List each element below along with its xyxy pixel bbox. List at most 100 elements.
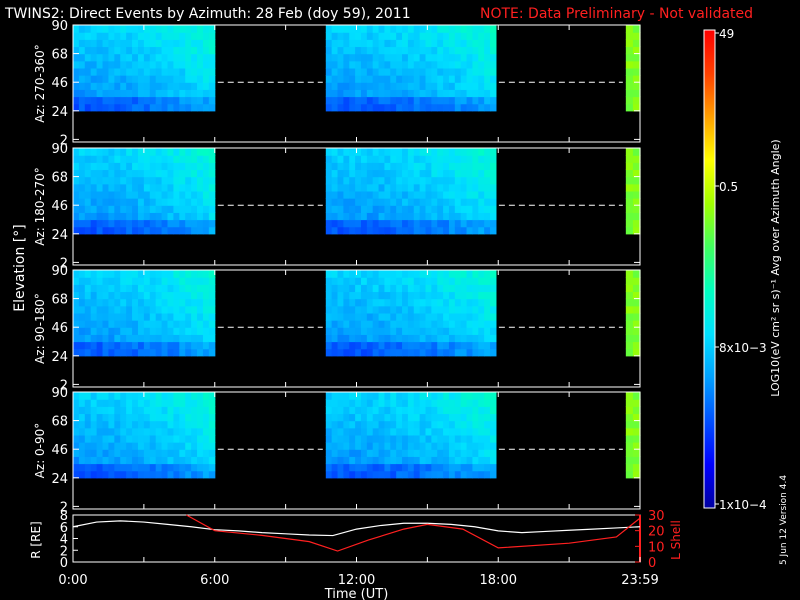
heatmap-cell xyxy=(114,25,121,33)
heatmap-cell xyxy=(331,226,339,235)
heatmap-cell xyxy=(108,183,115,192)
heatmap-cell xyxy=(402,198,409,206)
heatmap-cell xyxy=(396,103,403,112)
heatmap-cell xyxy=(155,334,163,343)
heatmap-cell xyxy=(460,463,468,472)
heatmap-cell xyxy=(484,212,491,221)
heatmap-cell xyxy=(419,148,427,156)
colorbar-tick-label: 8x10−3 xyxy=(719,341,767,355)
heatmap-cell xyxy=(331,442,339,450)
heatmap-cell xyxy=(437,205,444,213)
heatmap-cell xyxy=(173,75,180,83)
heatmap-cell xyxy=(478,399,485,407)
heatmap-cell xyxy=(384,169,391,178)
heatmap-cell xyxy=(108,298,115,307)
heatmap-cell xyxy=(413,103,421,112)
heatmap-cell xyxy=(407,392,415,400)
heatmap-cell xyxy=(366,298,374,307)
heatmap-cell xyxy=(325,334,333,343)
heatmap-cell xyxy=(337,155,344,163)
heatmap-cell xyxy=(431,162,438,171)
heatmap-cell xyxy=(413,291,421,300)
heatmap-cell xyxy=(155,46,163,55)
heatmap-cell xyxy=(90,427,98,436)
heatmap-cell xyxy=(197,176,204,185)
heatmap-cell xyxy=(96,226,104,235)
heatmap-cell xyxy=(384,183,391,192)
heatmap-cell xyxy=(120,312,127,321)
heatmap-cell xyxy=(202,305,210,314)
heatmap-cell xyxy=(331,470,339,479)
heatmap-cell xyxy=(390,413,397,422)
heatmap-cell xyxy=(102,413,110,422)
heatmap-cell xyxy=(478,348,485,357)
heatmap-cell xyxy=(132,449,139,457)
heatmap-cell xyxy=(448,155,456,163)
heatmap-cell xyxy=(490,176,497,185)
heatmap-cell xyxy=(632,183,641,192)
heatmap-cell xyxy=(366,334,374,343)
heatmap-cell xyxy=(625,25,634,33)
heatmap-cell xyxy=(96,176,104,185)
heatmap-cell xyxy=(425,190,432,199)
heatmap-cell xyxy=(114,82,121,90)
heatmap-cell xyxy=(208,392,216,400)
heatmap-cell xyxy=(120,169,127,178)
heatmap-cell xyxy=(179,148,186,156)
heatmap-cell xyxy=(490,39,497,48)
heatmap-cell xyxy=(90,46,98,55)
heatmap-cell xyxy=(484,46,491,55)
heatmap-cell xyxy=(137,169,145,178)
heatmap-cell xyxy=(120,406,127,415)
heatmap-cell xyxy=(155,148,163,156)
heatmap-cell xyxy=(425,60,432,69)
heatmap-cell xyxy=(466,162,474,171)
heatmap-cell xyxy=(384,305,391,314)
heatmap-cell xyxy=(484,219,491,228)
heatmap-cell xyxy=(366,406,374,415)
heatmap-cell xyxy=(126,298,133,307)
heatmap-cell xyxy=(390,205,397,213)
heatmap-cell xyxy=(202,60,210,69)
heatmap-cell xyxy=(331,399,339,407)
heatmap-cell xyxy=(120,420,127,429)
heatmap-cell xyxy=(161,463,169,472)
heatmap-cell xyxy=(331,298,339,307)
heatmap-cell xyxy=(155,25,163,33)
heatmap-cell xyxy=(437,449,444,457)
heatmap-cell xyxy=(466,348,474,357)
heatmap-cell xyxy=(632,155,641,163)
heatmap-cell xyxy=(407,270,415,278)
heatmap-cell xyxy=(355,205,362,213)
heatmap-cell xyxy=(419,103,427,112)
heatmap-cell xyxy=(407,103,415,112)
y-tick-label: 24 xyxy=(51,350,68,365)
heatmap-cell xyxy=(490,212,497,221)
heatmap-cell xyxy=(167,46,175,55)
heatmap-cell xyxy=(161,413,169,422)
heatmap-cell xyxy=(167,420,175,429)
heatmap-cell xyxy=(390,449,397,457)
heatmap-cell xyxy=(390,341,397,350)
heatmap-cell xyxy=(460,183,468,192)
heatmap-cell xyxy=(390,291,397,300)
heatmap-cell xyxy=(437,284,444,293)
heatmap-cell xyxy=(460,39,468,48)
heatmap-cell xyxy=(431,334,438,343)
heatmap-cell xyxy=(478,270,485,278)
y-tick-label: 46 xyxy=(51,321,68,336)
heatmap-cell xyxy=(120,162,127,171)
heatmap-cell xyxy=(343,341,350,350)
heatmap-cell xyxy=(366,25,374,33)
heatmap-cell xyxy=(96,89,104,98)
heatmap-cell xyxy=(478,320,485,328)
heatmap-cell xyxy=(355,399,362,407)
heatmap-cell xyxy=(372,420,380,429)
heatmap-cell xyxy=(331,305,339,314)
heatmap-cell xyxy=(331,155,339,163)
heatmap-cell xyxy=(325,463,333,472)
heatmap-cell xyxy=(632,205,641,213)
heatmap-cell xyxy=(197,327,204,335)
heatmap-cell xyxy=(460,427,468,436)
y-tick-label: 90 xyxy=(51,264,68,279)
